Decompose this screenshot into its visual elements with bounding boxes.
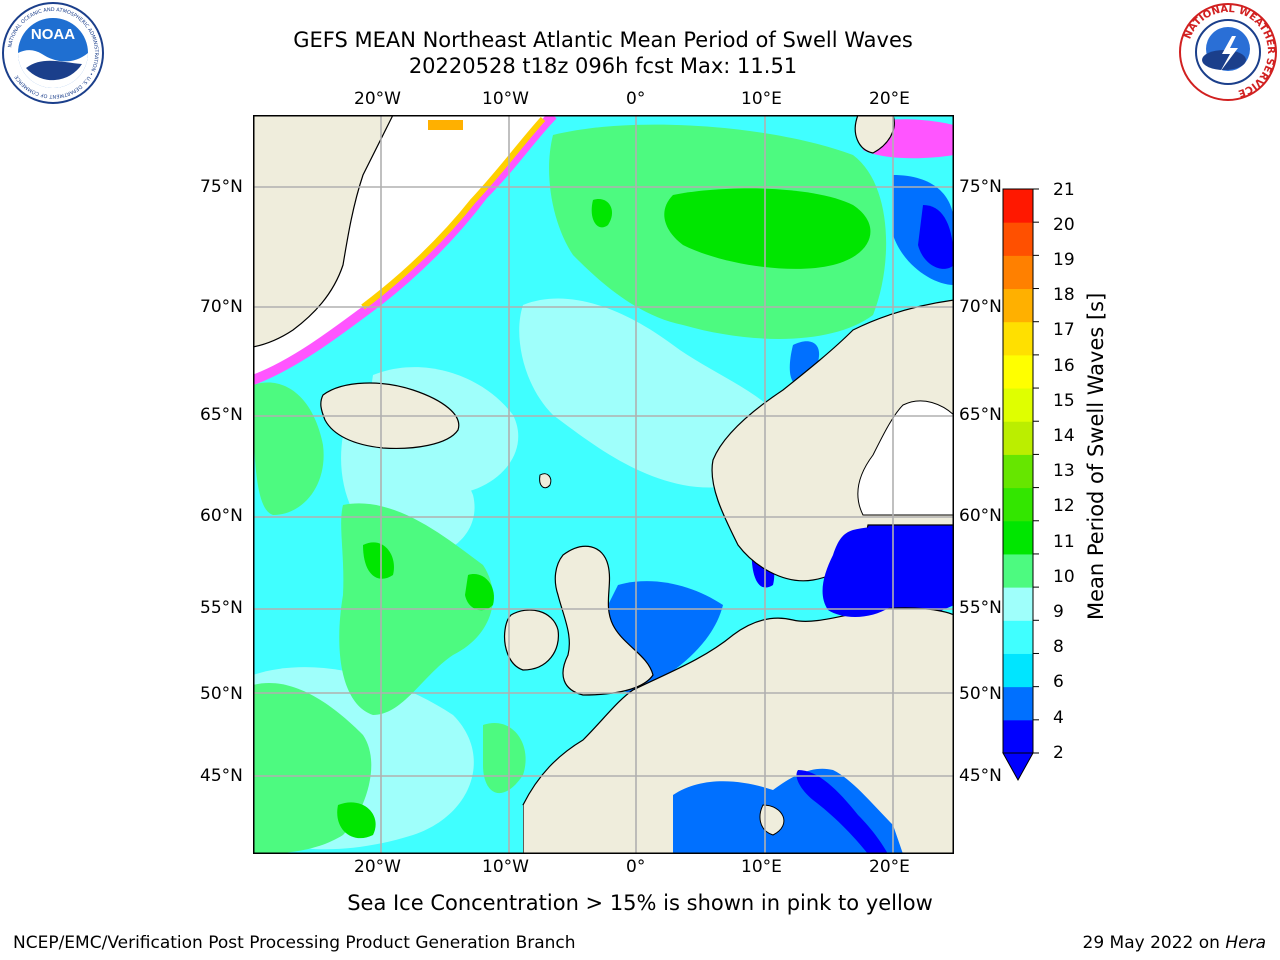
colorbar-tick-12: 12 — [1053, 496, 1075, 516]
map-panel — [253, 115, 954, 854]
colorbar-tick-14: 14 — [1053, 426, 1075, 446]
colorbar-tick-19: 19 — [1053, 250, 1075, 270]
lon-label-bottom-0: 0° — [626, 857, 646, 877]
map-frame — [253, 115, 954, 854]
colorbar-segment — [1003, 653, 1033, 688]
lon-label-top-0: 0° — [626, 89, 646, 109]
lon-label-top-20e: 20°E — [869, 89, 910, 109]
colorbar-segment — [1003, 189, 1033, 223]
colorbar-extend-arrow — [1002, 752, 1034, 782]
colorbar-segment — [1003, 222, 1033, 256]
lon-label-top-10w: 10°W — [482, 89, 529, 109]
colorbar-tick-16: 16 — [1053, 356, 1075, 376]
nws-logo: NATIONAL WEATHER SERVICE — [1179, 3, 1277, 101]
graticule-grid — [253, 115, 954, 854]
lat-label-left-60n: 60°N — [200, 506, 243, 526]
colorbar-segment — [1003, 288, 1033, 323]
colorbar — [1002, 188, 1039, 782]
colorbar-tick-11: 11 — [1053, 532, 1075, 552]
noaa-logo: NOAA NATIONAL OCEANIC AND ATMOSPHERIC AD… — [2, 2, 104, 104]
lat-label-right-60n: 60°N — [959, 506, 1002, 526]
colorbar-tick-2: 2 — [1053, 743, 1064, 763]
lat-label-left-65n: 65°N — [200, 405, 243, 425]
lat-label-left-50n: 50°N — [200, 684, 243, 704]
lat-label-right-70n: 70°N — [959, 297, 1002, 317]
footer-host: Hera — [1225, 933, 1266, 953]
chart-title-line2: 20220528 t18z 096h fcst Max: 11.51 — [408, 54, 798, 78]
great-britain-land — [554, 545, 654, 696]
colorbar-tick-20: 20 — [1053, 215, 1075, 235]
adriatic-sea — [796, 770, 888, 854]
colorbar-segment — [1003, 388, 1033, 422]
lon-label-bottom-20w: 20°W — [354, 857, 401, 877]
sea-ice-caption: Sea Ice Concentration > 15% is shown in … — [347, 891, 933, 915]
colorbar-segment — [1003, 354, 1033, 389]
footer-right: 29 May 2022 on Hera — [1083, 933, 1267, 953]
lat-label-right-65n: 65°N — [959, 405, 1002, 425]
colorbar-tick-21: 21 — [1053, 180, 1075, 200]
lon-label-bottom-10e: 10°E — [741, 857, 782, 877]
colorbar-tick-marks — [1033, 188, 1039, 754]
colorbar-tick-18: 18 — [1053, 285, 1075, 305]
chart-title-line1: GEFS MEAN Northeast Atlantic Mean Period… — [293, 28, 913, 52]
svalbard-land — [854, 115, 895, 154]
lat-label-left-70n: 70°N — [200, 297, 243, 317]
lon-label-top-20w: 20°W — [354, 89, 401, 109]
colorbar-tick-9: 9 — [1053, 602, 1064, 622]
lat-label-right-55n: 55°N — [959, 598, 1002, 618]
noaa-logo-text: NOAA — [31, 26, 75, 43]
mediterranean-sea — [673, 768, 903, 854]
iberia-coastal-water — [493, 805, 523, 854]
lon-label-bottom-10w: 10°W — [482, 857, 529, 877]
swell-10-11s-regions — [337, 188, 871, 839]
lon-label-top-10e: 10°E — [741, 89, 782, 109]
lat-label-right-75n: 75°N — [959, 177, 1002, 197]
sea-ice-edge-greenland-yellow — [361, 116, 546, 310]
colorbar-segment — [1003, 255, 1033, 290]
ireland-land — [503, 609, 560, 671]
colorbar-segment — [1003, 686, 1033, 721]
colorbar-frame — [1002, 188, 1034, 754]
colorbar-segment — [1003, 587, 1033, 621]
colorbar-tick-15: 15 — [1053, 391, 1075, 411]
faroe-islands-land — [539, 473, 552, 489]
colorbar-tick-10: 10 — [1053, 567, 1075, 587]
colorbar-label: Mean Period of Swell Waves [s] — [1084, 292, 1108, 620]
footer-left: NCEP/EMC/Verification Post Processing Pr… — [13, 933, 576, 953]
lon-label-bottom-20e: 20°E — [869, 857, 910, 877]
colorbar-segment — [1003, 520, 1033, 555]
footer-date: 29 May 2022 on — [1082, 933, 1226, 953]
greenland-land — [253, 115, 394, 348]
italy-corsica-land — [759, 804, 785, 836]
colorbar-segments — [1003, 189, 1033, 754]
baltic-sea — [822, 526, 923, 617]
colorbar-tick-13: 13 — [1053, 461, 1075, 481]
lat-label-left-45n: 45°N — [200, 766, 243, 786]
colorbar-segment — [1003, 421, 1033, 455]
lat-label-left-75n: 75°N — [200, 177, 243, 197]
sea-ice-patch — [428, 120, 463, 130]
colorbar-segment — [1003, 620, 1033, 654]
colorbar-segment — [1003, 487, 1033, 522]
colorbar-tick-6: 6 — [1053, 672, 1064, 692]
colorbar-segment — [1003, 321, 1033, 356]
sea-ice-edge-greenland — [253, 115, 557, 385]
colorbar-segment — [1003, 719, 1033, 754]
colorbar-tick-4: 4 — [1053, 708, 1064, 728]
colorbar-tick-17: 17 — [1053, 320, 1075, 340]
colorbar-tick-8: 8 — [1053, 637, 1064, 657]
gulf-of-bothnia-ice-free-white — [857, 400, 954, 516]
lat-label-left-55n: 55°N — [200, 598, 243, 618]
lat-label-right-45n: 45°N — [959, 766, 1002, 786]
colorbar-segment — [1003, 454, 1033, 489]
colorbar-segment — [1003, 553, 1033, 588]
lat-label-right-50n: 50°N — [959, 684, 1002, 704]
